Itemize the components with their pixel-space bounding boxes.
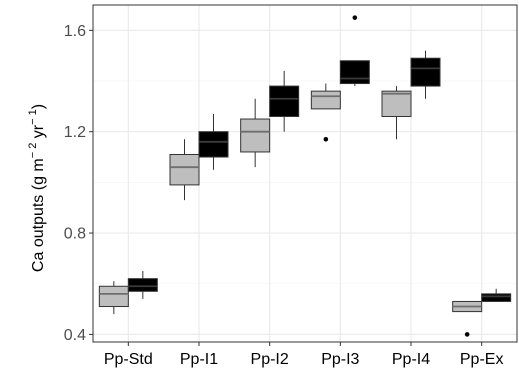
box-body xyxy=(127,278,158,292)
box-body xyxy=(240,118,271,153)
box-pp-std-series-2 xyxy=(127,271,158,299)
box-body xyxy=(481,293,512,302)
box-pp-i2-series-2 xyxy=(269,70,300,132)
box-body xyxy=(98,285,129,308)
box-body xyxy=(198,131,229,158)
box-pp-std-series-1 xyxy=(98,281,129,315)
x-tick-label: Pp-Std xyxy=(104,351,153,368)
y-axis-title-exponent-2: − 1 xyxy=(27,109,39,125)
y-axis-title-end: ) xyxy=(30,104,47,109)
y-tick-label: 0.4 xyxy=(64,327,86,344)
x-axis-ticks: Pp-Std Pp-I1 Pp-I2 Pp-I3 Pp-I4 Pp-Ex xyxy=(104,342,504,368)
box-layer xyxy=(98,15,512,337)
box-body xyxy=(269,85,300,117)
box-pp-i4-series-1 xyxy=(381,86,412,140)
box-body xyxy=(310,90,341,110)
outlier-point xyxy=(464,332,470,337)
y-tick-label: 1.6 xyxy=(64,23,86,40)
x-tick-label: Pp-I3 xyxy=(321,351,359,368)
x-tick-label: Pp-I1 xyxy=(180,351,218,368)
box-pp-ex-series-1 xyxy=(452,300,483,337)
y-axis-ticks: 0.4 0.8 1.2 1.6 xyxy=(64,23,93,344)
frame-layer xyxy=(92,4,518,343)
box-body xyxy=(410,57,441,87)
box-pp-i3-series-1 xyxy=(310,83,341,142)
box-body xyxy=(339,60,370,85)
box-pp-ex-series-2 xyxy=(481,288,512,302)
y-tick-label: 1.2 xyxy=(64,124,86,141)
box-body xyxy=(381,90,412,117)
box-pp-i4-series-2 xyxy=(410,50,441,99)
x-tick-label: Pp-Ex xyxy=(460,351,504,368)
y-tick-label: 0.8 xyxy=(64,226,86,243)
box-pp-i1-series-2 xyxy=(198,113,229,170)
outlier-point xyxy=(323,136,329,142)
box-body xyxy=(169,153,200,186)
box-pp-i2-series-1 xyxy=(240,98,271,168)
outlier-point xyxy=(352,15,358,20)
y-axis-title: Ca outputs (g m− 2 yr− 1) xyxy=(27,104,47,272)
grid-layer xyxy=(93,5,517,342)
x-tick-label: Pp-I2 xyxy=(251,351,289,368)
x-tick-label: Pp-I4 xyxy=(392,351,430,368)
plot-panel-border xyxy=(92,4,518,343)
y-axis-title-main: Ca outputs (g m xyxy=(30,158,47,272)
y-axis-title-mid: yr xyxy=(30,124,47,142)
box-pp-i1-series-1 xyxy=(169,139,200,201)
plot-panel-background xyxy=(93,5,517,342)
box-pp-i3-series-2 xyxy=(339,15,370,87)
y-axis-title-exponent-1: − 2 xyxy=(27,143,39,159)
